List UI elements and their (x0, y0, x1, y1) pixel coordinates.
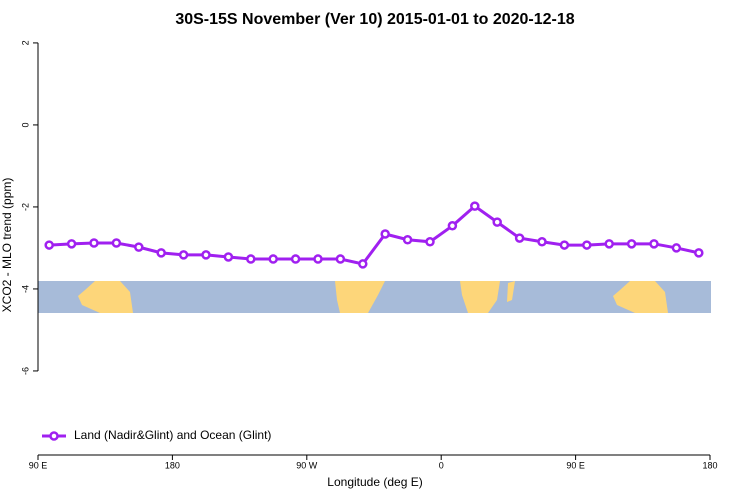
point (358, 259, 368, 269)
point (156, 248, 166, 258)
series-line (49, 204, 700, 266)
y-axis-label: XCO2 - MLO trend (ppm) (0, 178, 14, 313)
x-tick-label: 0 (439, 460, 444, 470)
x-tick-label: 90 E (29, 460, 48, 470)
point (66, 239, 77, 249)
point (89, 238, 99, 248)
point (111, 238, 122, 248)
point (671, 243, 682, 253)
map-band (38, 281, 711, 313)
point (649, 239, 659, 249)
point (470, 201, 480, 211)
point (492, 217, 502, 227)
legend-marker (49, 431, 59, 441)
point (335, 254, 346, 264)
point (694, 248, 704, 258)
y-tick-label: 0 (20, 122, 30, 127)
point (44, 240, 54, 250)
x-tick-label: 90 E (566, 460, 585, 470)
y-tick-label: -4 (20, 285, 30, 293)
point (223, 252, 234, 262)
x-tick-label: 180 (165, 460, 180, 470)
y-tick-label: 2 (20, 40, 30, 45)
point (380, 229, 390, 239)
point (626, 239, 637, 249)
point (604, 239, 614, 249)
point (313, 254, 323, 264)
point (134, 242, 144, 252)
point (268, 254, 278, 264)
point (290, 254, 301, 264)
x-tick-label: 90 W (296, 460, 318, 470)
x-tick-label: 180 (702, 460, 717, 470)
point (582, 240, 592, 250)
point (201, 250, 211, 260)
point (447, 221, 458, 231)
point (425, 237, 435, 247)
point (178, 250, 189, 260)
chart-title: 30S-15S November (Ver 10) 2015-01-01 to … (175, 11, 574, 28)
point (559, 240, 570, 250)
y-tick-label: -6 (20, 367, 30, 375)
x-axis-label: Longitude (deg E) (327, 475, 422, 489)
point (246, 254, 256, 264)
y-tick-label: -2 (20, 203, 30, 211)
legend-label: Land (Nadir&Glint) and Ocean (Glint) (74, 428, 271, 442)
point (402, 234, 413, 245)
point (537, 237, 547, 247)
point (514, 233, 525, 243)
